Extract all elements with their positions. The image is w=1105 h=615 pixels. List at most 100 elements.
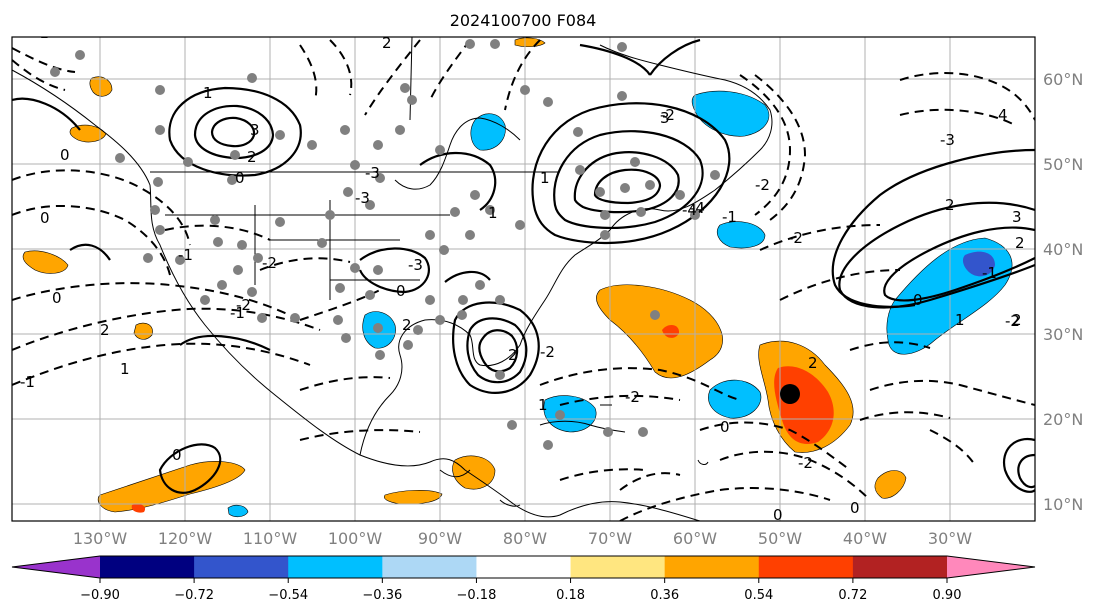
colorbar-tick-label: 0.72: [838, 588, 867, 603]
contour-label: 2: [402, 316, 412, 334]
contour-label: 1: [538, 396, 548, 414]
lon-label: 70°W: [588, 529, 632, 548]
map-title: 2024100700 F084: [450, 11, 597, 30]
colorbar-tick-label: −0.18: [457, 588, 497, 603]
shade-red-pacific: [131, 503, 146, 513]
map-frame: [11, 36, 1036, 522]
contour-label: 3: [250, 121, 260, 139]
colorbar-segment: [852, 556, 948, 578]
contour-label: -2: [1005, 312, 1020, 330]
lon-label: 100°W: [328, 529, 383, 548]
contour-label: 2: [508, 346, 518, 364]
contour-label: -2: [540, 343, 555, 361]
contour-label: 0: [396, 282, 406, 300]
shaded-anomaly-regions: [22, 37, 1013, 518]
dashed-contours: [12, 39, 1035, 521]
shade-orange-east-small: [874, 470, 907, 499]
colorbar-extend-high: [947, 556, 1035, 578]
colorbar-tick-label: 0.18: [556, 588, 585, 603]
contour-label: 0: [850, 499, 860, 517]
contour-label: 0: [720, 418, 730, 436]
colorbar-segment: [194, 556, 289, 578]
colorbar-tick-label: 0.90: [933, 588, 962, 603]
contour-label: 4: [998, 106, 1008, 124]
colorbar-segment: [382, 556, 477, 578]
shade-orange-central-america: [452, 455, 496, 490]
contour-label: 1: [203, 84, 213, 102]
contour-label: -1: [34, 24, 49, 42]
colorbar-tick-label: 0.54: [744, 588, 773, 603]
contour-label: -2: [660, 106, 675, 124]
shade-orange-pacific-small: [133, 322, 153, 340]
contour-label: -3: [365, 164, 380, 182]
colorbar-extend-low: [12, 556, 100, 578]
contour-label: 1: [120, 360, 130, 378]
colorbar-tick-label: −0.36: [362, 588, 402, 603]
contour-label: 2: [945, 196, 955, 214]
storm-center-marker: [780, 384, 800, 404]
contour-label: 1: [540, 169, 550, 187]
contour-label: -3: [355, 189, 370, 207]
shade-orange-west-coast: [22, 250, 69, 274]
contour-label: -2: [798, 454, 813, 472]
contour-label: 0: [235, 169, 245, 187]
contour-label: -1: [20, 373, 35, 391]
contour-label: 2: [247, 148, 257, 166]
colorbar-segment: [288, 556, 383, 578]
contour-label: 1: [955, 311, 965, 329]
colorbar-tick-label: −0.90: [80, 588, 120, 603]
contour-label: 0: [40, 209, 50, 227]
lat-label: 10°N: [1043, 495, 1083, 514]
contour-label: 2: [1012, 311, 1022, 329]
latitude-labels: 60°N 50°N 40°N 30°N 20°N 10°N: [1043, 70, 1083, 514]
lon-label: 120°W: [158, 529, 213, 548]
shade-lightblue-pacific: [227, 504, 249, 518]
lon-label: 30°W: [928, 529, 972, 548]
lon-label: 80°W: [503, 529, 547, 548]
observation-points: [50, 39, 720, 450]
contour-label: -2: [262, 254, 277, 272]
contour-label: 3: [1012, 208, 1022, 226]
lat-label: 40°N: [1043, 240, 1083, 259]
contour-label: -2: [625, 388, 640, 406]
coastlines: [12, 37, 773, 521]
lon-label: 60°W: [673, 529, 717, 548]
contour-label: 0: [913, 291, 923, 309]
contour-label: 1: [488, 204, 498, 222]
contour-label: -1: [982, 264, 997, 282]
contour-label: -1: [178, 246, 193, 264]
lon-label: 40°W: [843, 529, 887, 548]
contour-label: -3: [940, 131, 955, 149]
contour-label: 0: [60, 146, 70, 164]
colorbar-segment: [664, 556, 760, 578]
contour-label: 0: [172, 446, 182, 464]
shade-blue-east-seaboard: [717, 221, 766, 249]
lat-label: 60°N: [1043, 70, 1083, 89]
contour-label: 3: [660, 109, 670, 127]
contour-label: 0: [773, 506, 783, 524]
lat-label: 20°N: [1043, 410, 1083, 429]
contour-label: -2: [788, 229, 803, 247]
contour-label: -2: [755, 176, 770, 194]
shade-orange-pacific: [97, 461, 246, 513]
colorbar-segment: [476, 556, 572, 578]
contour-labels: 1 3 2 0 -3 -2 -1 2 0 -4 3 -3 2 1 0 -2 -1…: [20, 24, 1025, 524]
contour-label: -2: [236, 296, 251, 314]
shade-orange-caribbean-small: [383, 490, 443, 505]
map-area: 1 3 2 0 -3 -2 -1 2 0 -4 3 -3 2 1 0 -2 -1…: [12, 24, 1035, 524]
contour-label: 2: [1015, 234, 1025, 252]
colorbar-segment: [570, 556, 666, 578]
colorbar-tick-label: 0.36: [650, 588, 679, 603]
contour-label: -1: [722, 208, 737, 226]
lon-label: 90°W: [418, 529, 462, 548]
colorbar: −0.90 −0.72 −0.54 −0.36 −0.18 0.18 0.36 0.54 0.7…: [11, 555, 1036, 603]
contour-label: 2: [382, 34, 392, 52]
lat-label: 30°N: [1043, 325, 1083, 344]
lat-label: 50°N: [1043, 155, 1083, 174]
longitude-labels: 130°W 120°W 110°W 100°W 90°W 80°W 70°W 6…: [73, 529, 972, 548]
contour-label: 0: [52, 289, 62, 307]
colorbar-segment: [758, 556, 854, 578]
lon-label: 50°W: [758, 529, 802, 548]
contour-label: -3: [408, 256, 423, 274]
